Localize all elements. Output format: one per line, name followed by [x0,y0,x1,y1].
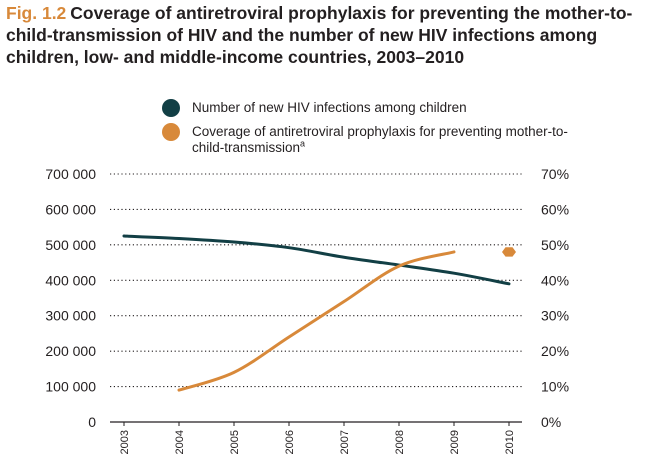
data-point-infections [452,272,456,275]
left-tick-label: 200 000 [45,343,96,359]
figure-title: Coverage of antiretroviral prophylaxis f… [6,3,633,67]
legend-footnote-mark: a [300,138,306,149]
right-axis-ticks: 0% 10% 20% 30% 40% 50% 60% 70% [541,166,569,430]
x-tick-label: 2006 [284,430,296,454]
right-tick-label: 60% [541,201,569,217]
left-tick-label: 0 [88,414,96,430]
data-point-coverage [342,300,346,303]
right-tick-label: 50% [541,237,569,253]
series-layer [122,234,516,392]
data-point-infections [122,234,126,238]
data-point-infections [507,282,511,286]
legend-label-coverage: Coverage of antiretroviral prophylaxis f… [192,124,572,156]
x-tick-label: 2004 [174,430,186,454]
right-tick-label: 0% [541,414,561,430]
x-axis-ticks: 2003 2004 2005 2006 2007 2008 2009 2010 [119,422,516,454]
x-tick-label: 2003 [119,430,131,454]
left-tick-label: 400 000 [45,272,96,288]
chart-grid [110,173,522,423]
data-point-infections [287,246,291,249]
left-axis-ticks: 0 100 000 200 000 300 000 400 000 500 000 600 … [45,166,96,430]
left-tick-label: 300 000 [45,308,96,324]
x-tick-label: 2009 [449,430,461,454]
chart-title: Fig. 1.2 Coverage of antiretroviral proph… [6,2,646,68]
data-point-infections [342,256,346,259]
series-line-infections [122,234,511,286]
left-tick-label: 100 000 [45,379,96,395]
legend-marker-infections [162,99,180,117]
right-tick-label: 10% [541,379,569,395]
x-tick-label: 2010 [504,430,516,454]
legend-marker-coverage [162,123,180,141]
legend-label-coverage-text: Coverage of antiretroviral prophylaxis f… [192,124,568,155]
data-point-coverage [397,264,401,268]
left-tick-label: 500 000 [45,237,96,253]
data-point-coverage-2010 [502,247,516,257]
right-tick-label: 30% [541,308,569,324]
right-tick-label: 40% [541,272,569,288]
right-tick-label: 20% [541,343,569,359]
figure-label: Fig. 1.2 [6,3,67,23]
data-point-coverage [287,335,291,339]
data-point-coverage [177,388,181,392]
right-tick-label: 70% [541,166,569,182]
left-tick-label: 700 000 [45,166,96,182]
legend-item-coverage: Coverage of antiretroviral prophylaxis f… [162,123,572,156]
x-tick-label: 2005 [229,430,241,454]
left-tick-label: 600 000 [45,201,96,217]
x-tick-label: 2007 [339,430,351,454]
data-point-infections [177,237,181,240]
data-point-coverage [232,371,236,374]
data-point-coverage [452,250,456,254]
data-point-infections [232,240,236,244]
legend-label-infections: Number of new HIV infections among child… [192,100,467,115]
legend-item-infections: Number of new HIV infections among child… [162,99,467,117]
series-line-coverage [177,250,456,392]
x-tick-label: 2008 [394,430,406,454]
